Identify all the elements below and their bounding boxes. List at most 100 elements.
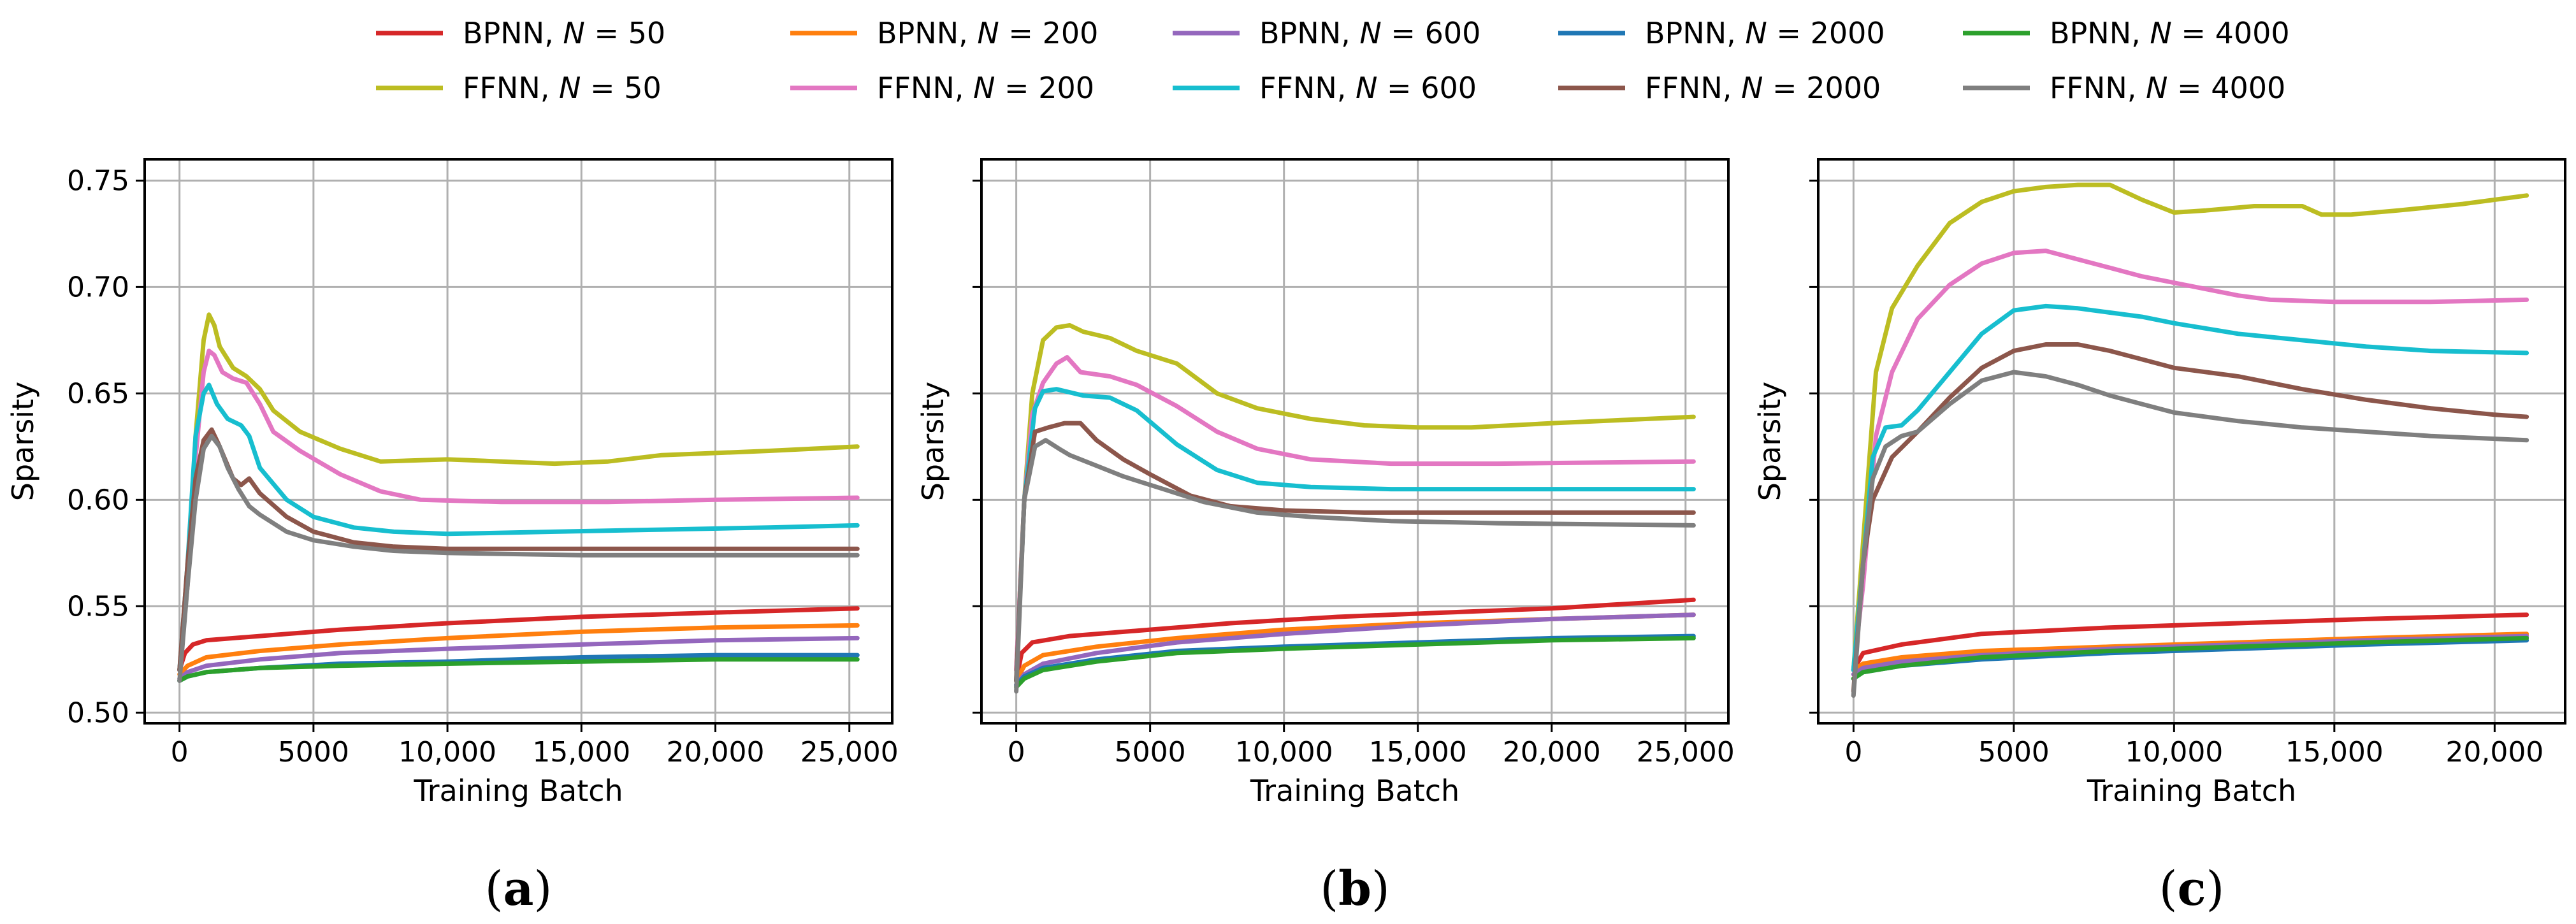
legend-n-symbol: N bbox=[1359, 16, 1381, 50]
chart-panels: 0 5000 10,000 15,000 20,000 25,000 0.50 0.55 0.6… bbox=[6, 158, 2566, 916]
legend-n-value: 4000 bbox=[2215, 16, 2290, 50]
series-line bbox=[1851, 182, 2529, 672]
y-axis-label: Sparsity bbox=[916, 382, 950, 502]
legend-entry: BPNN, N = 4000 bbox=[1963, 16, 2290, 50]
legend-label: BPNN, N = 200 bbox=[877, 16, 1098, 50]
series-line bbox=[177, 635, 860, 681]
x-tick-label: 5000 bbox=[1978, 736, 2050, 769]
legend-n-value: 600 bbox=[1425, 16, 1481, 50]
y-tick-label: 0.50 bbox=[67, 697, 129, 729]
x-tick-label: 20,000 bbox=[1503, 736, 1601, 769]
legend-entry: FFNN, N = 50 bbox=[376, 71, 662, 105]
series-group bbox=[177, 312, 860, 683]
x-tick-label: 15,000 bbox=[532, 736, 630, 769]
legend-eq: = bbox=[2172, 16, 2215, 50]
x-tick-label: 10,000 bbox=[2125, 736, 2223, 769]
legend-label: FFNN, N = 2000 bbox=[1645, 71, 1881, 105]
legend-label: FFNN, N = 200 bbox=[877, 71, 1094, 105]
series-line bbox=[1851, 249, 2529, 672]
series-line bbox=[1851, 612, 2529, 672]
y-tick-label: 0.70 bbox=[67, 271, 129, 303]
legend-n-symbol: N bbox=[2146, 71, 2167, 105]
series-line bbox=[1014, 323, 1696, 672]
legend-model: FFNN, bbox=[877, 71, 973, 105]
legend-model: BPNN, bbox=[1259, 16, 1359, 50]
panel-label: (a) bbox=[485, 862, 553, 916]
x-axis-label: Training Batch bbox=[413, 774, 623, 808]
chart-panel-b: 0 5000 10,000 15,000 20,000 25,000 Training Ba… bbox=[916, 158, 1735, 916]
legend-n-symbol: N bbox=[1356, 71, 1377, 105]
series-line bbox=[177, 312, 860, 672]
legend-n-value: 200 bbox=[1038, 71, 1094, 105]
plot-frame bbox=[980, 158, 1730, 725]
x-tick-label: 5000 bbox=[278, 736, 349, 769]
y-tick-label: 0.65 bbox=[67, 377, 129, 410]
y-tick-label: 0.75 bbox=[67, 164, 129, 197]
legend-n-value: 50 bbox=[624, 71, 662, 105]
series-line bbox=[1014, 421, 1696, 683]
x-tick-label: 15,000 bbox=[2285, 736, 2384, 769]
y-tick-label: 0.55 bbox=[67, 590, 129, 623]
legend-eq: = bbox=[999, 16, 1043, 50]
series-line bbox=[177, 433, 860, 683]
legend-n-value: 50 bbox=[628, 16, 666, 50]
series-line bbox=[177, 382, 860, 672]
y-axis-label: Sparsity bbox=[1753, 382, 1787, 502]
series-line bbox=[1014, 387, 1696, 683]
legend-n-symbol: N bbox=[973, 71, 995, 105]
legend-model: FFNN, bbox=[2050, 71, 2146, 105]
legend-n-symbol: N bbox=[2150, 16, 2171, 50]
legend-label: BPNN, N = 600 bbox=[1259, 16, 1480, 50]
series-line bbox=[177, 623, 860, 677]
legend-entry: BPNN, N = 50 bbox=[376, 16, 665, 50]
x-tick-label: 25,000 bbox=[1637, 736, 1735, 769]
series-line bbox=[177, 606, 860, 672]
series-line bbox=[177, 427, 860, 672]
legend-label: BPNN, N = 4000 bbox=[2050, 16, 2290, 50]
x-tick-label: 5000 bbox=[1115, 736, 1186, 769]
legend-label: FFNN, N = 50 bbox=[463, 71, 662, 105]
legend-eq: = bbox=[995, 71, 1038, 105]
legend-entry: BPNN, N = 2000 bbox=[1558, 16, 1885, 50]
series-group bbox=[1851, 182, 2529, 698]
y-tick-label: 0.60 bbox=[67, 484, 129, 516]
x-tick-label: 25,000 bbox=[800, 736, 899, 769]
series-line bbox=[177, 657, 860, 683]
series-line bbox=[1014, 612, 1696, 688]
x-tick-label: 15,000 bbox=[1369, 736, 1467, 769]
legend-eq: = bbox=[581, 71, 624, 105]
legend-entry: FFNN, N = 600 bbox=[1173, 71, 1477, 105]
grid bbox=[981, 159, 1728, 723]
plot-frame bbox=[1817, 158, 2566, 725]
x-tick-label: 0 bbox=[1008, 736, 1025, 769]
series-line bbox=[1851, 342, 2529, 694]
legend-eq: = bbox=[1763, 71, 1806, 105]
legend-model: BPNN, bbox=[2050, 16, 2150, 50]
x-axis-label: Training Batch bbox=[2087, 774, 2296, 808]
series-line bbox=[1014, 635, 1696, 689]
x-tick-label: 0 bbox=[171, 736, 189, 769]
x-axis-label: Training Batch bbox=[1250, 774, 1459, 808]
x-tick-label: 10,000 bbox=[1235, 736, 1333, 769]
legend-eq: = bbox=[1377, 71, 1421, 105]
x-tick-label: 0 bbox=[1844, 736, 1862, 769]
legend-n-symbol: N bbox=[559, 71, 581, 105]
legend-n-value: 200 bbox=[1043, 16, 1099, 50]
legend-n-value: 2000 bbox=[1806, 71, 1881, 105]
series-line bbox=[1014, 438, 1696, 694]
legend-n-value: 4000 bbox=[2211, 71, 2285, 105]
legend-eq: = bbox=[2167, 71, 2211, 105]
x-tick-label: 20,000 bbox=[667, 736, 765, 769]
chart-panel-c: 0 5000 10,000 15,000 20,000 Training Batch Spa… bbox=[1753, 158, 2566, 916]
series-line bbox=[1851, 635, 2529, 681]
legend-n-symbol: N bbox=[1745, 16, 1767, 50]
legend-n-symbol: N bbox=[977, 16, 999, 50]
legend-label: BPNN, N = 2000 bbox=[1645, 16, 1885, 50]
legend-model: FFNN, bbox=[463, 71, 559, 105]
legend-n-symbol: N bbox=[563, 16, 584, 50]
panel-label: (b) bbox=[1320, 862, 1390, 916]
legend-model: FFNN, bbox=[1645, 71, 1741, 105]
legend-n-symbol: N bbox=[1741, 71, 1763, 105]
legend: BPNN, N = 50 BPNN, N = 200 BPNN, N = 600 BP… bbox=[376, 16, 2290, 105]
legend-eq: = bbox=[585, 16, 628, 50]
